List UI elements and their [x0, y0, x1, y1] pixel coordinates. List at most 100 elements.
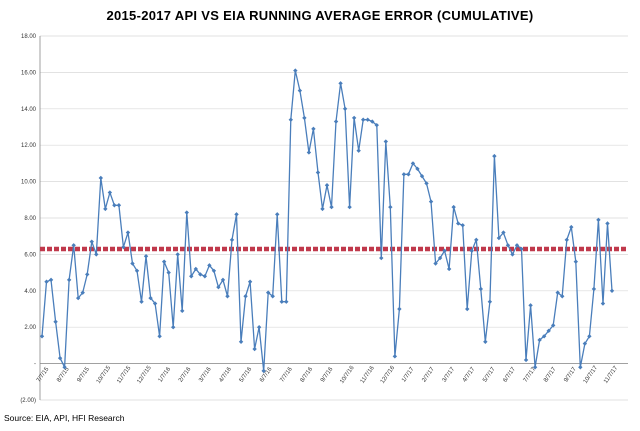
- data-point: [514, 243, 520, 248]
- data-point: [519, 246, 524, 252]
- x-tick-label: 11/7/15: [116, 365, 133, 385]
- data-point: [238, 339, 244, 344]
- data-point: [94, 252, 99, 257]
- data-point: [410, 161, 416, 166]
- data-point: [442, 248, 447, 253]
- data-point: [306, 150, 312, 155]
- data-point: [564, 237, 569, 243]
- x-tick-label: 10/7/17: [583, 365, 600, 385]
- data-point: [315, 170, 321, 175]
- data-point: [293, 68, 298, 73]
- data-point: [578, 365, 583, 370]
- data-point: [247, 279, 253, 284]
- data-point: [166, 270, 171, 275]
- x-tick-label: 4/7/16: [219, 366, 234, 384]
- data-point: [523, 357, 529, 363]
- data-point: [374, 122, 379, 128]
- data-point: [388, 204, 393, 210]
- data-point: [311, 126, 316, 132]
- data-point: [591, 286, 597, 292]
- data-point: [261, 368, 266, 374]
- data-point: [465, 306, 470, 312]
- data-point: [546, 328, 551, 334]
- x-tick-label: 8/7/15: [56, 366, 71, 384]
- data-point: [234, 212, 239, 217]
- data-point: [44, 279, 49, 284]
- y-tick-label: 12.00: [21, 143, 37, 149]
- x-tick-label: 6/7/16: [259, 366, 274, 384]
- y-tick-label: 4.00: [24, 289, 36, 295]
- data-point: [379, 255, 384, 261]
- data-point: [57, 355, 63, 361]
- data-point: [211, 268, 217, 273]
- data-point: [66, 277, 72, 283]
- data-point: [62, 365, 67, 370]
- data-point: [532, 365, 538, 370]
- data-point: [587, 334, 592, 339]
- data-point: [184, 210, 189, 215]
- data-point: [229, 237, 235, 243]
- data-point: [170, 325, 176, 330]
- data-point: [510, 252, 515, 257]
- data-point: [356, 148, 361, 153]
- y-tick-label: 14.00: [21, 107, 37, 113]
- data-point: [220, 277, 226, 283]
- data-point: [48, 277, 54, 283]
- data-point: [284, 299, 289, 304]
- data-point: [98, 175, 104, 181]
- data-point: [451, 204, 456, 210]
- data-point: [85, 272, 90, 277]
- data-point: [560, 294, 565, 299]
- data-point: [347, 204, 352, 210]
- data-point: [537, 337, 542, 343]
- data-point: [392, 354, 398, 359]
- data-point: [121, 244, 126, 250]
- data-point: [433, 261, 438, 266]
- data-point: [446, 266, 452, 272]
- data-point: [243, 294, 248, 299]
- data-point: [550, 323, 556, 328]
- data-point: [424, 181, 429, 186]
- data-point: [143, 254, 149, 259]
- x-tick-label: 1/7/16: [158, 366, 173, 384]
- data-point: [270, 294, 275, 299]
- x-tick-label: 5/7/17: [482, 366, 497, 384]
- data-point: [89, 239, 94, 244]
- data-point: [324, 183, 330, 188]
- data-point: [302, 115, 307, 121]
- x-tick-label: 3/7/17: [442, 366, 457, 384]
- data-point: [397, 306, 402, 312]
- data-point: [103, 206, 108, 212]
- y-tick-label: 16.00: [21, 70, 37, 76]
- data-point: [478, 286, 484, 292]
- x-tick-label: 11/7/17: [603, 365, 620, 385]
- source-note: Source: EIA, API, HFI Research: [4, 413, 125, 423]
- data-point: [157, 334, 162, 339]
- x-tick-label: 12/7/16: [380, 365, 397, 385]
- y-tick-label: 8.00: [24, 216, 36, 222]
- data-point: [605, 221, 610, 226]
- x-tick-label: 11/7/16: [360, 365, 377, 385]
- data-point: [437, 255, 443, 261]
- data-point: [252, 346, 257, 352]
- data-point: [501, 230, 506, 235]
- data-point: [116, 203, 122, 208]
- x-tick-label: 10/7/16: [339, 365, 356, 385]
- y-tick-label: (2.00): [20, 398, 36, 404]
- series-line: [41, 70, 613, 371]
- data-point: [329, 204, 334, 210]
- x-tick-label: 9/7/15: [77, 366, 92, 384]
- data-point: [53, 319, 58, 324]
- data-point: [415, 166, 420, 172]
- data-point: [333, 119, 339, 124]
- data-point: [161, 259, 167, 264]
- data-point: [455, 221, 461, 226]
- data-point: [297, 88, 303, 93]
- data-point: [175, 252, 180, 257]
- data-point: [555, 290, 560, 295]
- x-tick-label: 3/7/16: [198, 366, 213, 384]
- y-tick-label: 6.00: [24, 252, 36, 258]
- data-point: [275, 212, 280, 217]
- data-point: [541, 334, 547, 339]
